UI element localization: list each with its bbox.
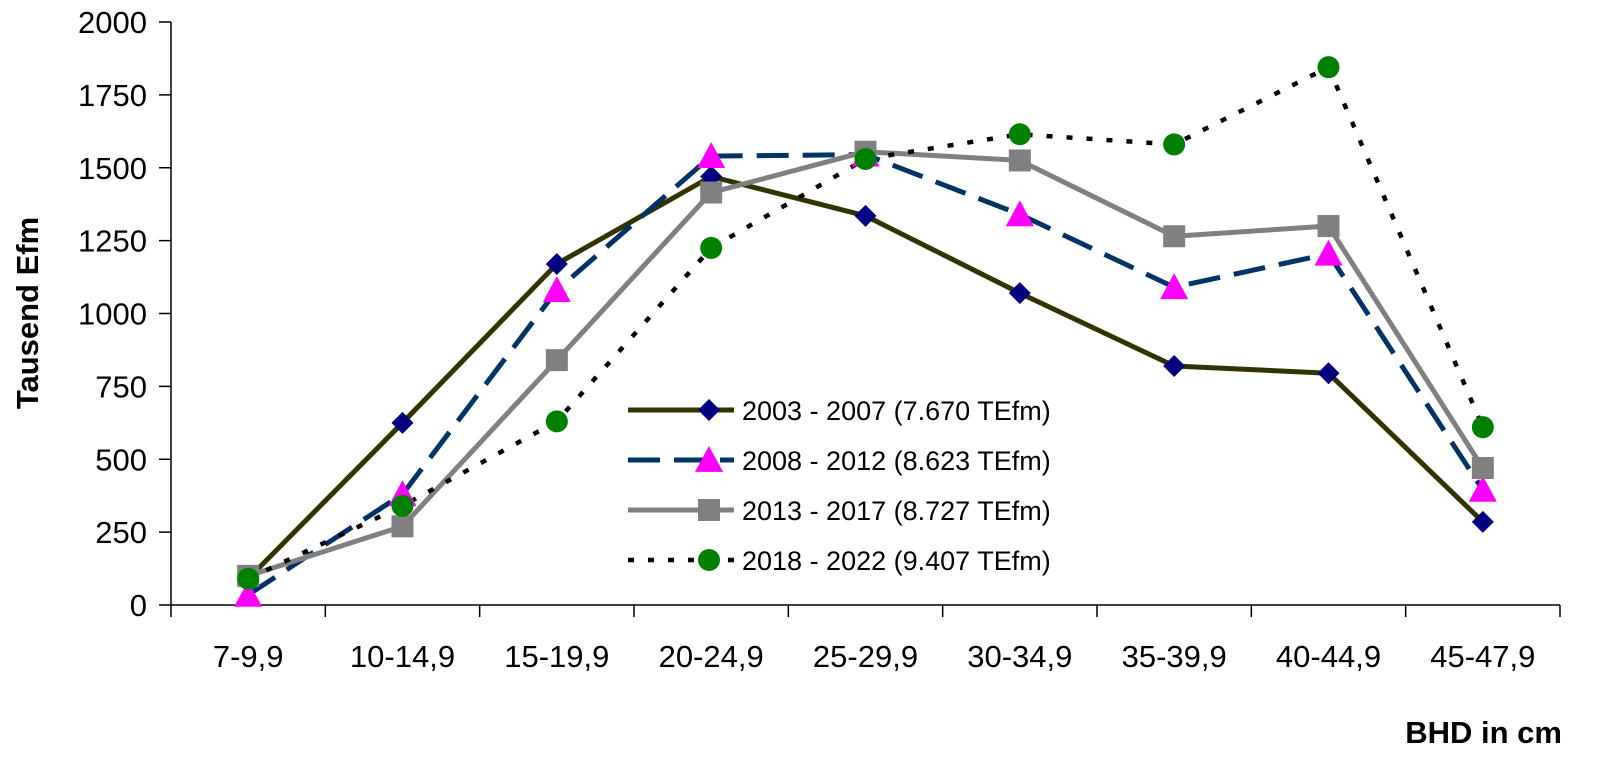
data-point-series-4 — [1008, 123, 1031, 146]
legend-item-2: 2008 - 2012 (8.623 TEfm) — [628, 446, 1051, 476]
x-tick-label: 35-39,9 — [1122, 639, 1227, 674]
data-point-series-3 — [700, 181, 723, 204]
legend-marker — [698, 499, 720, 521]
series-markers — [234, 56, 1497, 607]
legend-marker — [698, 549, 720, 571]
data-point-series-4 — [391, 494, 414, 517]
data-point-series-3 — [1471, 456, 1494, 479]
data-point-series-3 — [1317, 215, 1340, 238]
data-point-series-1 — [1317, 362, 1340, 385]
y-tick-label: 500 — [95, 442, 147, 477]
y-tick-label: 1000 — [78, 297, 147, 332]
data-point-series-2 — [1468, 475, 1497, 502]
data-point-series-4 — [545, 410, 568, 433]
data-point-series-4 — [700, 236, 723, 259]
legend-marker — [695, 446, 723, 472]
axes: 0 250 500 750 1000 1250 1500 1750 2000 7-9,9 10-14… — [78, 5, 1561, 674]
y-tick-label: 750 — [95, 369, 147, 404]
data-point-series-1 — [545, 252, 568, 275]
y-tick-label: 1500 — [78, 151, 147, 186]
data-point-series-2 — [1160, 273, 1189, 300]
legend-marker — [698, 399, 720, 421]
x-tick-label: 20-24,9 — [659, 639, 764, 674]
x-tick-label: 25-29,9 — [813, 639, 918, 674]
y-tick-label: 0 — [130, 588, 147, 623]
data-point-series-3 — [545, 349, 568, 372]
y-axis-title: Tausend Efm — [10, 217, 45, 409]
data-point-series-3 — [391, 515, 414, 538]
data-point-series-4 — [1317, 56, 1340, 79]
legend-item-4: 2018 - 2022 (9.407 TEfm) — [628, 546, 1051, 576]
data-point-series-2 — [234, 580, 263, 607]
x-axis-title: BHD in cm — [1405, 715, 1562, 750]
data-point-series-1 — [854, 204, 877, 227]
data-point-series-3 — [1163, 225, 1186, 248]
series-line-4 — [247, 64, 1485, 581]
data-point-series-3 — [1008, 149, 1031, 172]
data-point-series-2 — [1314, 239, 1343, 266]
legend-label: 2003 - 2007 (7.670 TEfm) — [742, 396, 1051, 426]
x-tick-label: 45-47,9 — [1430, 639, 1535, 674]
x-tick-label: 40-44,9 — [1276, 639, 1381, 674]
y-tick-label: 2000 — [78, 5, 147, 40]
y-tick-label: 1250 — [78, 224, 147, 259]
data-point-series-4 — [854, 148, 877, 171]
x-tick-label: 10-14,9 — [350, 639, 455, 674]
legend-label: 2018 - 2022 (9.407 TEfm) — [742, 546, 1051, 576]
data-point-series-2 — [1005, 200, 1034, 227]
legend: 2003 - 2007 (7.670 TEfm) 2008 - 2012 (8.6… — [628, 396, 1051, 576]
x-tick-label: 30-34,9 — [967, 639, 1072, 674]
y-tick-label: 1750 — [78, 78, 147, 113]
x-tick-label: 15-19,9 — [504, 639, 609, 674]
data-point-series-4 — [1163, 133, 1186, 156]
data-point-series-2 — [542, 276, 571, 303]
legend-item-1: 2003 - 2007 (7.670 TEfm) — [628, 396, 1051, 426]
legend-item-3: 2013 - 2017 (8.727 TEfm) — [628, 496, 1051, 526]
data-point-series-1 — [1163, 354, 1186, 377]
x-tick-label: 7-9,9 — [213, 639, 284, 674]
data-point-series-1 — [1471, 510, 1494, 533]
data-point-series-4 — [237, 567, 260, 590]
y-tick-label: 250 — [95, 515, 147, 550]
data-point-series-2 — [697, 142, 726, 168]
data-point-series-4 — [1471, 416, 1494, 439]
legend-label: 2013 - 2017 (8.727 TEfm) — [742, 496, 1051, 526]
data-point-series-1 — [1008, 282, 1031, 305]
legend-label: 2008 - 2012 (8.623 TEfm) — [742, 446, 1051, 476]
data-point-series-1 — [391, 411, 414, 434]
